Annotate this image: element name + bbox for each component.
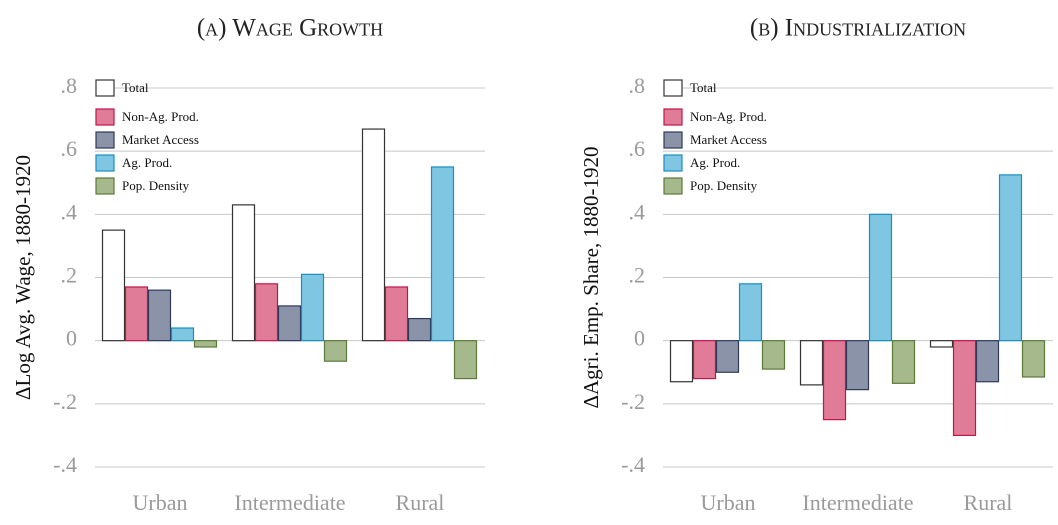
legend-label: Ag. Prod. <box>122 155 172 170</box>
y-tick-label: .4 <box>61 199 78 224</box>
bar <box>929 340 954 348</box>
y-tick-label: -.2 <box>621 389 645 414</box>
x-tick-label: Intermediate <box>234 490 345 515</box>
bar <box>453 340 478 380</box>
bar <box>715 340 740 373</box>
x-tick-label: Rural <box>396 490 445 515</box>
x-tick-label: Urban <box>133 490 188 515</box>
chart-title: (a) Wage Growth <box>197 15 383 42</box>
legend-swatch <box>95 79 115 97</box>
bar <box>361 128 386 342</box>
y-tick-label: .6 <box>61 136 78 161</box>
y-tick-label: .4 <box>629 199 646 224</box>
bar <box>975 340 1000 383</box>
bar <box>407 317 432 342</box>
legend-swatch <box>95 154 115 172</box>
bar <box>998 174 1023 342</box>
y-axis-label: ΔAgri. Emp. Share, 1880-1920 <box>579 147 603 409</box>
bar <box>1021 340 1046 378</box>
legend-label: Pop. Density <box>122 178 190 193</box>
legend-swatch <box>95 131 115 149</box>
x-tick-label: Rural <box>964 490 1013 515</box>
y-tick-label: .8 <box>629 73 646 98</box>
bar <box>300 273 325 342</box>
legend-label: Total <box>122 80 149 95</box>
legend-label: Pop. Density <box>690 178 758 193</box>
bar <box>147 289 172 342</box>
legend-label: Ag. Prod. <box>690 155 740 170</box>
bar <box>430 166 455 342</box>
legend-swatch <box>663 177 683 195</box>
y-tick-label: -.4 <box>53 452 77 477</box>
legend-swatch <box>663 79 683 97</box>
bar <box>822 340 847 421</box>
bar <box>193 340 218 348</box>
x-tick-label: Urban <box>701 490 756 515</box>
legend-label: Market Access <box>122 132 199 147</box>
bar <box>101 229 126 342</box>
bar <box>692 340 717 380</box>
bar <box>761 340 786 370</box>
y-tick-label: .2 <box>61 263 78 288</box>
legend-swatch <box>663 108 683 126</box>
legend-label: Market Access <box>690 132 767 147</box>
bar <box>738 283 763 342</box>
chart-title: (b) Industrialization <box>750 15 966 42</box>
bar <box>384 286 409 342</box>
bar <box>952 340 977 437</box>
bar <box>231 204 256 342</box>
legend-swatch <box>663 131 683 149</box>
y-tick-label: 0 <box>66 326 77 351</box>
y-tick-label: -.4 <box>621 452 645 477</box>
y-tick-label: .2 <box>629 263 646 288</box>
legend-swatch <box>95 108 115 126</box>
y-axis-label: ΔLog Avg. Wage, 1880-1920 <box>11 155 35 400</box>
legend-swatch <box>663 154 683 172</box>
legend-swatch <box>95 177 115 195</box>
legend-label: Total <box>690 80 717 95</box>
bar <box>799 340 824 386</box>
y-tick-label: -.2 <box>53 389 77 414</box>
bar <box>124 286 149 342</box>
bar <box>868 213 893 342</box>
bar <box>891 340 916 384</box>
bar <box>323 340 348 362</box>
y-tick-label: .8 <box>61 73 78 98</box>
bar <box>845 340 870 391</box>
bar <box>277 305 302 342</box>
legend-label: Non-Ag. Prod. <box>122 109 199 124</box>
x-tick-label: Intermediate <box>802 490 913 515</box>
bar <box>669 340 694 383</box>
y-tick-label: .6 <box>629 136 646 161</box>
y-tick-label: 0 <box>634 326 645 351</box>
bar <box>254 283 279 342</box>
bar <box>170 327 195 342</box>
legend-label: Non-Ag. Prod. <box>690 109 767 124</box>
